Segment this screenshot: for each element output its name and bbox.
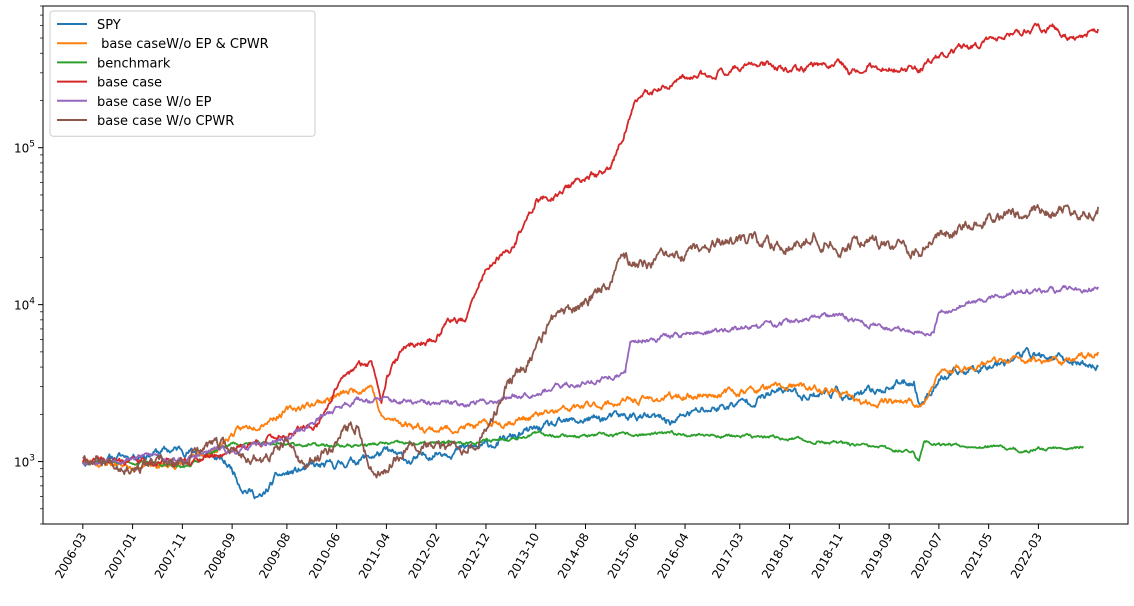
y-tick-label: 104 xyxy=(14,297,35,313)
x-tick-label: 2017-03 xyxy=(709,531,746,581)
x-tick-label: 2009-08 xyxy=(256,531,293,581)
legend-label: SPY xyxy=(97,18,121,33)
x-tick-label: 2018-01 xyxy=(759,531,796,581)
legend-label: base case W/o CPWR xyxy=(97,114,234,129)
x-tick-label: 2018-11 xyxy=(809,531,846,581)
x-tick-label: 2013-10 xyxy=(505,531,542,581)
series-layer xyxy=(81,22,1099,500)
x-tick-label: 2014-08 xyxy=(555,531,592,581)
series-line-5 xyxy=(82,204,1099,479)
legend-label: benchmark xyxy=(97,56,171,71)
x-tick-label: 2011-04 xyxy=(356,531,393,581)
legend-label: base caseW/o EP & CPWR xyxy=(97,37,269,52)
x-tick-label: 2019-09 xyxy=(859,531,896,581)
x-tick-label: 2007-11 xyxy=(152,531,189,581)
x-tick-label: 2010-06 xyxy=(306,531,343,581)
x-tick-label: 2007-01 xyxy=(102,531,139,581)
series-line-1 xyxy=(82,351,1099,472)
x-tick-label: 2020-07 xyxy=(908,531,945,581)
x-tick-label: 2012-12 xyxy=(455,531,492,581)
x-tick-label: 2012-02 xyxy=(406,531,443,581)
x-tick-label: 2016-04 xyxy=(654,531,691,581)
y-tick-label: 105 xyxy=(14,140,35,156)
y-axis: 103 104 105 xyxy=(14,5,43,525)
x-tick-label: 2006-03 xyxy=(52,531,89,581)
series-line-4 xyxy=(82,285,1099,466)
legend-label: base case W/o EP xyxy=(97,95,212,110)
x-tick-label: 2022-03 xyxy=(1008,531,1045,581)
x-axis: 2006-03 2007-01 2007-11 2008-09 2009-08 2010-… xyxy=(52,524,1045,581)
legend-label: base case xyxy=(97,76,162,91)
y-tick-label: 103 xyxy=(14,454,35,470)
x-tick-label: 2015-06 xyxy=(605,531,642,581)
x-tick-label: 2021-05 xyxy=(958,531,995,581)
x-tick-label: 2008-09 xyxy=(202,531,239,581)
legend: SPY base caseW/o EP & CPWR benchmark base … xyxy=(49,10,316,137)
legend-box xyxy=(49,10,316,137)
